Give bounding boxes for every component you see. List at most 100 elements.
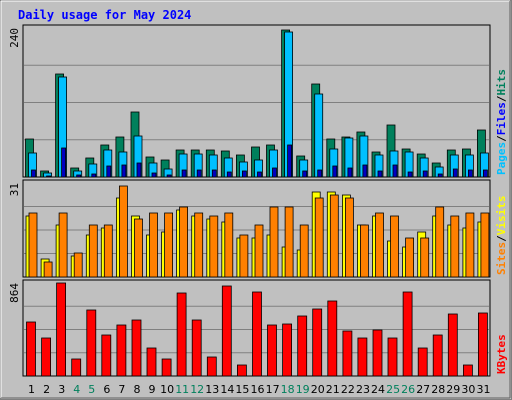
bar-sites [209, 215, 219, 278]
bar-kbytes [221, 285, 232, 377]
bar-kbytes [447, 313, 458, 377]
bar-sites [179, 206, 189, 278]
bar-sites [299, 224, 309, 278]
legend-files: Files [495, 102, 508, 135]
bar-sites [420, 237, 430, 278]
x-tick-label: 29 [446, 383, 460, 396]
bar-kbytes [282, 323, 293, 377]
bar-sites [149, 212, 158, 278]
bar-sites [314, 197, 324, 278]
x-tick-label: 10 [160, 383, 174, 396]
side-legend: Pages/Files/Hits [495, 69, 508, 175]
bar-pages [46, 175, 51, 178]
bar-sites [405, 237, 415, 278]
x-tick-label: 28 [431, 383, 445, 396]
bar-sites [450, 215, 460, 278]
bar-kbytes [26, 321, 36, 377]
x-tick-label: 23 [356, 383, 370, 396]
x-tick-label: 11 [175, 383, 189, 396]
x-tick-label: 17 [266, 383, 280, 396]
bar-pages [407, 171, 413, 178]
x-tick-label: 30 [461, 383, 475, 396]
bar-sites [359, 224, 369, 278]
bar-sites [390, 215, 399, 278]
x-tick-label: 6 [103, 383, 110, 396]
bar-pages [467, 169, 473, 178]
bar-kbytes [191, 319, 202, 377]
bar-kbytes [477, 312, 488, 377]
panel-kbytes: 864 KBytes [8, 279, 508, 377]
bar-pages [257, 171, 262, 178]
bar-pages [136, 162, 142, 178]
legend-pages: Pages [495, 142, 508, 175]
bar-pages [31, 169, 36, 178]
bar-sites [269, 206, 279, 278]
x-tick-label: 20 [311, 383, 325, 396]
bar-kbytes [56, 282, 66, 377]
bar-sites [103, 224, 113, 278]
bar-pages [241, 170, 247, 178]
panel-visits_sites: 31 Sites/Visits [8, 179, 508, 278]
x-tick-label: 3 [58, 383, 65, 396]
bar-pages [196, 169, 202, 178]
bar-pages [76, 174, 82, 178]
x-tick-label: 19 [296, 383, 310, 396]
bar-pages [181, 169, 187, 178]
bar-kbytes [206, 356, 217, 377]
bar-pages [482, 169, 488, 178]
bar-kbytes [327, 300, 338, 377]
x-tick-label: 14 [220, 383, 234, 396]
bar-pages [422, 170, 428, 178]
x-tick-label: 22 [341, 383, 355, 396]
x-tick-label: 2 [43, 383, 50, 396]
bar-sites [344, 197, 354, 278]
x-tick-label: 8 [134, 383, 141, 396]
bar-pages [392, 164, 398, 178]
bar-files [314, 93, 324, 178]
bar-sites [480, 212, 490, 278]
x-tick-label: 26 [401, 383, 415, 396]
x-tick-label: 25 [386, 383, 400, 396]
bar-kbytes [372, 329, 383, 377]
legend-kbytes: KBytes [495, 334, 508, 374]
bar-pages [452, 168, 458, 178]
x-tick-label: 1 [28, 383, 35, 396]
bar-sites [239, 234, 249, 278]
bar-sites [134, 218, 143, 278]
legend-separator: / [495, 95, 508, 102]
bar-kbytes [297, 315, 308, 377]
bar-pages [61, 147, 66, 178]
chart-title: Daily usage for May 2024 [18, 8, 191, 22]
bar-kbytes [417, 347, 428, 377]
bar-pages [377, 170, 383, 178]
y-max-label: 31 [8, 183, 21, 196]
legend-sites: Sites [495, 242, 508, 275]
bar-pages [332, 165, 338, 178]
side-legend: KBytes [495, 334, 508, 374]
bar-kbytes [357, 337, 368, 377]
x-tick-label: 5 [88, 383, 95, 396]
bar-kbytes [146, 347, 157, 377]
bar-pages [151, 172, 157, 178]
bar-pages [166, 174, 172, 178]
x-tick-label: 7 [118, 383, 125, 396]
side-legend: Sites/Visits [495, 196, 508, 276]
bar-kbytes [312, 308, 323, 377]
bar-kbytes [387, 337, 398, 377]
bar-kbytes [131, 319, 142, 377]
chart-panels: 240Pages/Files/Hits31Sites/Visits864KByt… [8, 24, 508, 377]
bar-kbytes [462, 364, 473, 377]
bar-kbytes [161, 358, 172, 377]
x-tick-label: 16 [251, 383, 265, 396]
bar-sites [43, 261, 53, 278]
bar-sites [254, 224, 264, 278]
bar-sites [73, 252, 83, 278]
x-tick-label: 12 [190, 383, 204, 396]
bar-sites [88, 224, 98, 278]
bar-kbytes [267, 324, 277, 377]
bar-pages [226, 171, 232, 178]
bar-pages [121, 164, 127, 178]
bar-kbytes [71, 358, 82, 377]
bar-kbytes [86, 309, 97, 377]
